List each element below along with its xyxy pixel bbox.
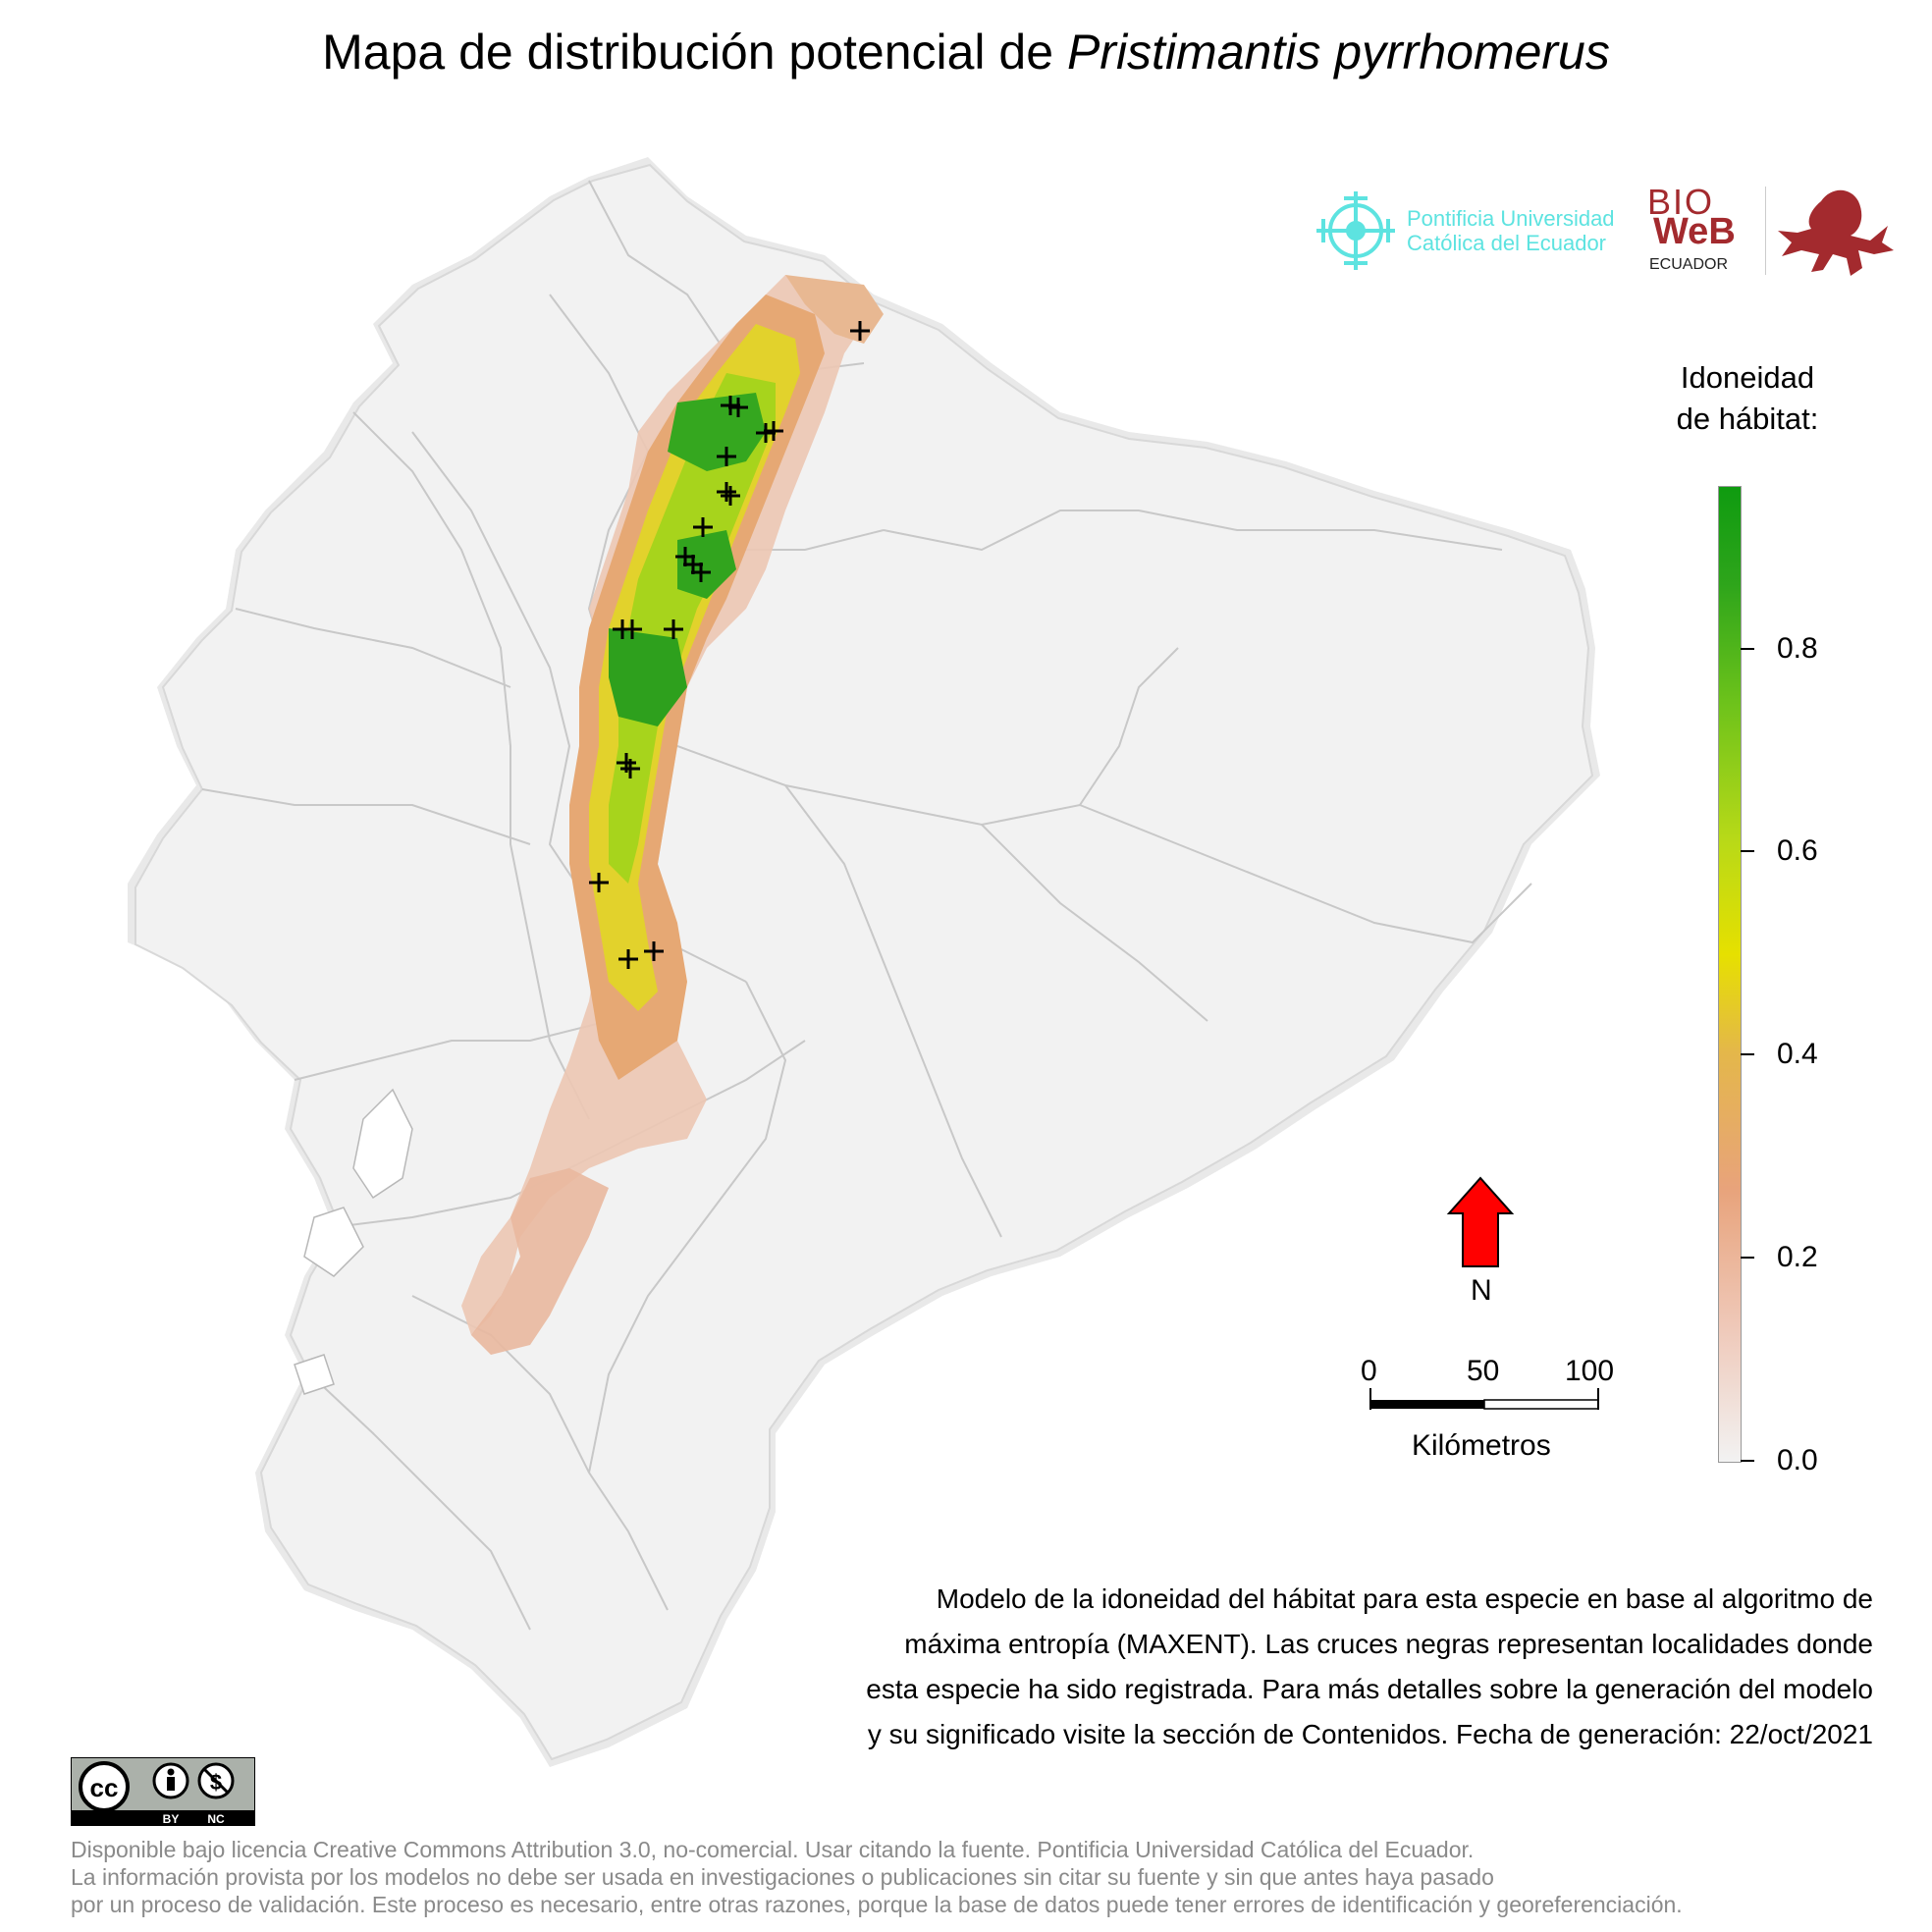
footer-line: por un proceso de validación. Este proce…	[71, 1892, 1683, 1917]
cc-nc-label: NC	[207, 1812, 225, 1826]
suitability-raster	[461, 275, 884, 1355]
description-line: esta especie ha sido registrada. Para má…	[866, 1674, 1873, 1704]
occurrence-marker	[721, 486, 740, 506]
ecuador-land	[134, 163, 1594, 1761]
legend-tick-label: 0.2	[1777, 1241, 1818, 1274]
occurrence-marker	[620, 759, 640, 778]
occurrence-marker	[589, 873, 609, 892]
suitability-high-zone-3	[609, 628, 687, 726]
description-line: Modelo de la idoneidad del hábitat para …	[936, 1583, 1873, 1614]
pucp-line1: Pontificia Universidad	[1407, 206, 1615, 231]
suitability-southern-tail	[471, 1168, 609, 1355]
cc-icon	[79, 1761, 130, 1812]
legend-tick-label: 0.0	[1777, 1444, 1818, 1476]
legend-tick	[1741, 850, 1754, 853]
description-line: y su significado visite la sección de Co…	[867, 1719, 1873, 1749]
bioweb-ecuador: ECUADOR	[1649, 256, 1729, 273]
occurrence-marker	[717, 447, 736, 466]
cc-license-badge: cc $ BY NC	[71, 1757, 255, 1826]
occurrence-marker	[728, 398, 748, 417]
bioweb-web: WeB	[1653, 211, 1736, 252]
suitability-moderate-zone	[589, 324, 800, 1011]
occurrence-marker	[664, 619, 683, 639]
occurrence-marker	[850, 321, 870, 341]
north-arrow-icon	[1446, 1176, 1515, 1267]
pucp-name: Pontificia Universidad Católica del Ecua…	[1407, 206, 1615, 255]
legend-title-line2: de hábitat:	[1676, 402, 1819, 436]
pucp-logo	[1316, 191, 1395, 270]
occurrence-marker	[622, 619, 642, 639]
map-description: Modelo de la idoneidad del hábitat para …	[695, 1577, 1873, 1757]
occurrence-marker	[693, 517, 713, 537]
suitability-good-zone	[609, 373, 776, 884]
occurrence-marker	[644, 941, 664, 961]
legend-tick-label: 0.6	[1777, 834, 1818, 868]
occurrence-marker	[764, 421, 783, 441]
footer-line: Disponible bajo licencia Creative Common…	[71, 1837, 1475, 1862]
pucp-line2: Católica del Ecuador	[1407, 231, 1607, 255]
legend-tick	[1741, 1053, 1754, 1056]
map-title: Mapa de distribución potencial de Pristi…	[0, 24, 1932, 80]
footer-line: La información provista por los modelos …	[71, 1864, 1494, 1890]
occurrence-marker	[618, 949, 638, 969]
svg-text:cc: cc	[90, 1773, 119, 1802]
legend-tick	[1741, 1460, 1754, 1462]
legend-tick-label: 0.8	[1777, 631, 1818, 665]
suitability-high-zone-2	[677, 530, 736, 599]
occurrence-markers	[589, 321, 870, 969]
title-prefix: Mapa de distribución potencial de	[322, 25, 1067, 80]
occurrence-marker	[717, 482, 736, 502]
legend-tick	[1741, 1257, 1754, 1260]
cc-by-label: BY	[163, 1812, 180, 1826]
license-footer: Disponible bajo licencia Creative Common…	[71, 1836, 1683, 1918]
title-species: Pristimantis pyrrhomerus	[1066, 25, 1610, 80]
occurrence-marker	[691, 563, 711, 582]
frog-icon	[1778, 189, 1894, 276]
scale-bar	[1369, 1388, 1599, 1410]
legend-title: Idoneidad de hábitat:	[1659, 357, 1836, 440]
legend-title-line1: Idoneidad	[1680, 360, 1815, 395]
pucp-cross-icon	[1316, 191, 1395, 270]
bioweb-logo: BIO WeB ECUADOR	[1639, 182, 1905, 280]
bioweb-bio: BIO	[1647, 182, 1715, 222]
scale-label-50: 50	[1467, 1355, 1500, 1387]
legend-tick	[1741, 647, 1754, 650]
gulf-islands	[294, 1088, 413, 1395]
legend-tick-label: 0.4	[1777, 1038, 1818, 1071]
legend-colorbar	[1718, 486, 1742, 1463]
description-line: máxima entropía (MAXENT). Las cruces neg…	[904, 1629, 1873, 1659]
north-label: N	[1471, 1274, 1492, 1307]
suitability-high-zone-1	[668, 393, 766, 471]
scale-unit: Kilómetros	[1412, 1429, 1551, 1462]
scale-label-0: 0	[1361, 1355, 1377, 1387]
scale-label-100: 100	[1565, 1355, 1615, 1387]
